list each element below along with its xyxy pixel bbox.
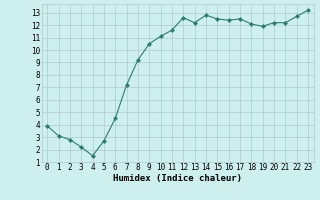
- X-axis label: Humidex (Indice chaleur): Humidex (Indice chaleur): [113, 174, 242, 183]
